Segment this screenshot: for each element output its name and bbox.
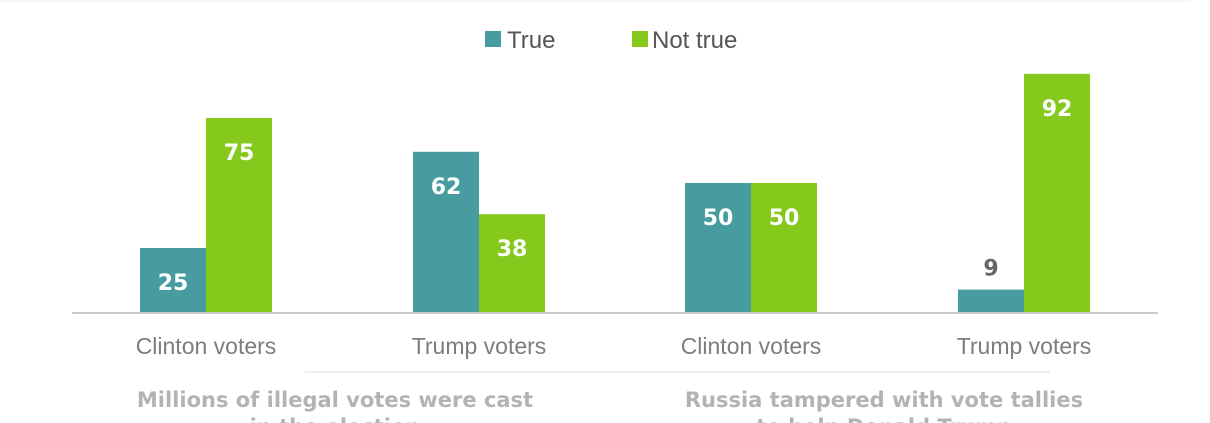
value-label-not-true-1: 75: [224, 141, 255, 166]
value-labels-layer: 25 62 50 9 75 38 50 92: [158, 97, 1073, 296]
category-label-clinton-2: Clinton voters: [681, 333, 822, 359]
value-label-not-true-4: 92: [1042, 97, 1073, 122]
value-label-true-3: 50: [703, 206, 734, 231]
bar-true-4: [958, 289, 1024, 313]
group-title-illegal-votes-line-1: Millions of illegal votes were cast: [137, 388, 533, 412]
category-labels: Clinton voters Trump voters Clinton vote…: [136, 333, 1092, 359]
value-label-true-2: 62: [431, 175, 462, 200]
value-label-true-1: 25: [158, 271, 189, 296]
bar-not-true-2: [479, 214, 545, 313]
bar-true-3: [685, 183, 751, 313]
legend-swatch-not-true: [632, 31, 648, 47]
group-titles: Millions of illegal votes were cast in t…: [137, 388, 1083, 423]
bars-layer: [140, 73, 1090, 313]
legend: True Not true: [485, 27, 737, 54]
group-title-russia-line-2: to help Donald Trump: [756, 415, 1011, 423]
bar-true-1: [140, 248, 206, 313]
bar-true-2: [413, 151, 479, 313]
bar-not-true-1: [206, 118, 272, 313]
group-title-illegal-votes-line-2: in the election: [250, 415, 421, 423]
value-label-not-true-3: 50: [769, 206, 800, 231]
group-title-russia-line-1: Russia tampered with vote tallies: [685, 388, 1083, 412]
legend-label-not-true: Not true: [652, 27, 737, 54]
category-label-trump-1: Trump voters: [412, 333, 547, 359]
value-label-not-true-2: 38: [497, 237, 528, 262]
category-label-trump-2: Trump voters: [957, 333, 1092, 359]
legend-swatch-true: [485, 31, 501, 47]
value-label-true-4: 9: [983, 257, 998, 282]
bar-not-true-4: [1024, 73, 1090, 313]
legend-label-true: True: [507, 27, 555, 54]
bar-not-true-3: [751, 183, 817, 313]
category-label-clinton-1: Clinton voters: [136, 333, 277, 359]
